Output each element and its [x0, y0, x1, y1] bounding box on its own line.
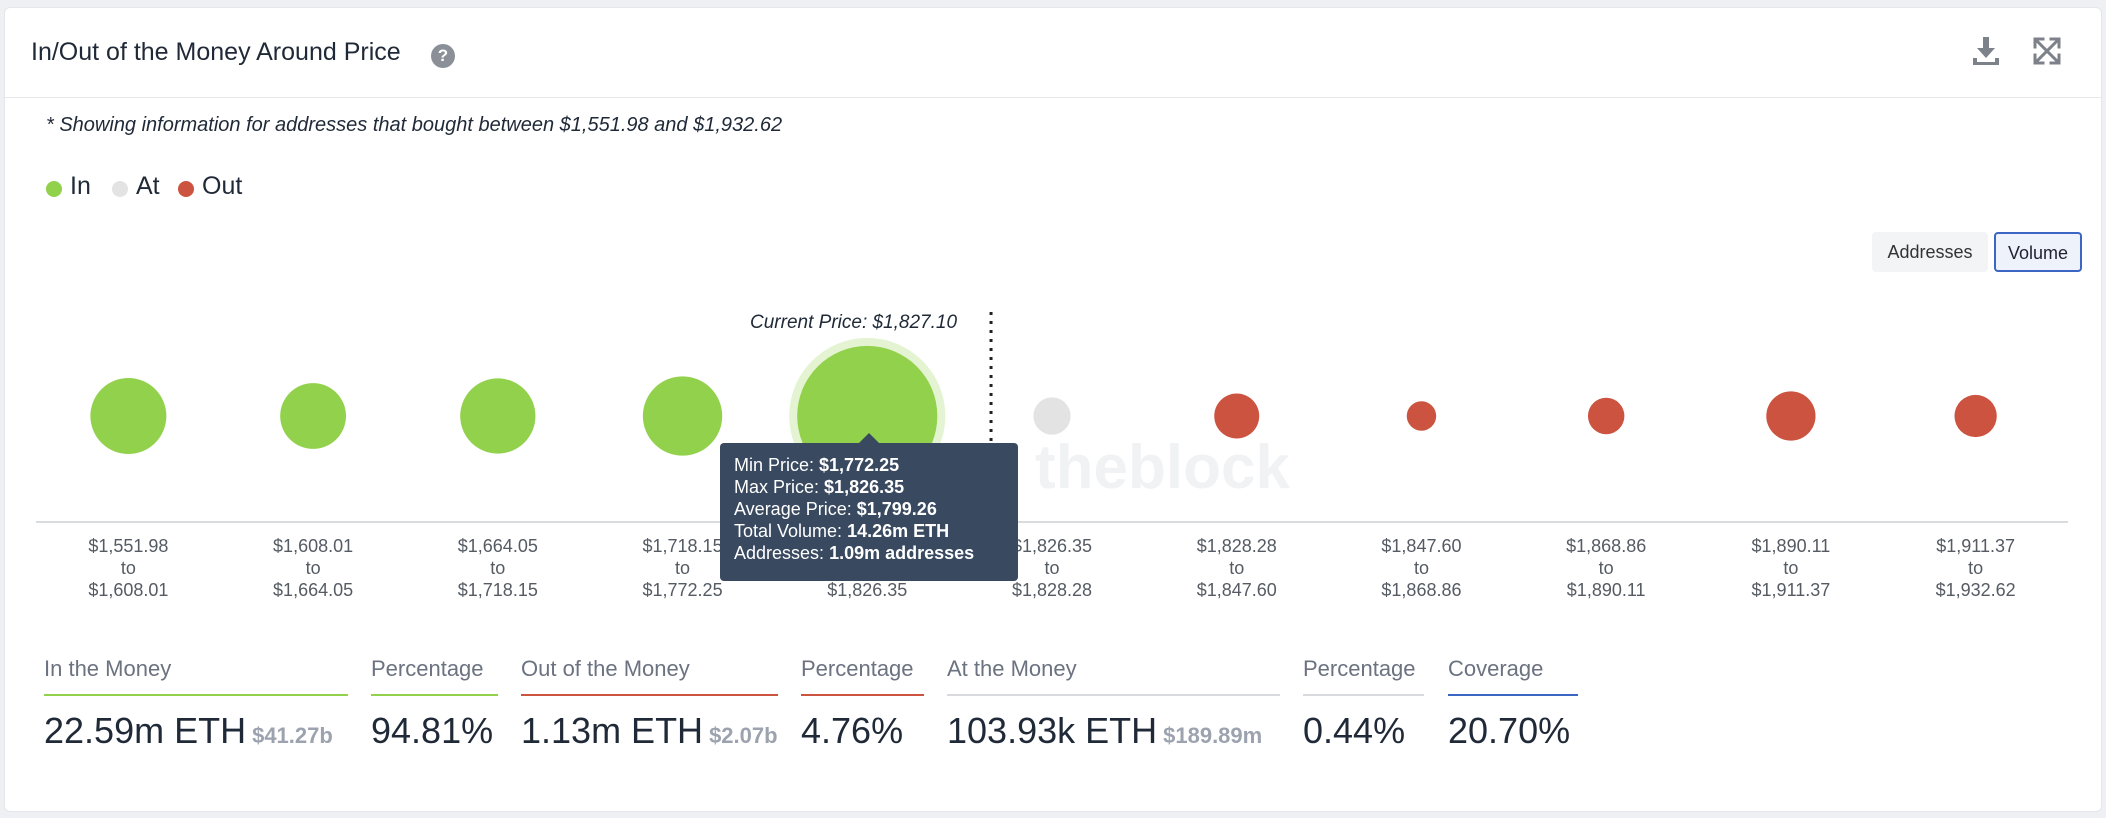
card-header: In/Out of the Money Around Price ?: [5, 8, 2101, 98]
stat-underline: [801, 694, 924, 696]
tick-label: to: [1044, 558, 1059, 578]
tick-label: to: [121, 558, 136, 578]
tick-label: $1,664.05: [273, 580, 353, 600]
tick-label: $1,718.15: [458, 580, 538, 600]
stat-underline: [1303, 694, 1424, 696]
stat-value: 0.44%: [1303, 710, 1406, 751]
tick-label: to: [1414, 558, 1429, 578]
legend-dot-in: [46, 181, 62, 197]
expand-icon[interactable]: [2031, 35, 2063, 67]
tooltip-total-volume: Total Volume: 14.26m ETH: [734, 521, 950, 541]
tick-label: $1,868.86: [1566, 536, 1646, 556]
tick-label: $1,608.01: [273, 536, 353, 556]
stat-label: Coverage: [1448, 656, 1544, 681]
legend-label-out: Out: [202, 172, 243, 200]
tick-label: $1,911.37: [1936, 536, 2015, 556]
tick-label: $1,932.62: [1936, 580, 2016, 600]
tick-label: $1,847.60: [1381, 536, 1461, 556]
stat-value: 103.93k ETH $189.89m: [947, 710, 1263, 751]
tooltip-max-price: Max Price: $1,826.35: [734, 477, 905, 497]
volume-toggle-button[interactable]: Volume: [1994, 232, 2082, 272]
bubble-in: [642, 376, 723, 456]
legend-label-at: At: [136, 172, 160, 200]
tick-label: to: [1229, 558, 1244, 578]
bubble-chart: theblock$1,551.98to$1,608.01$1,608.01to$…: [36, 312, 2068, 600]
addresses-toggle-button[interactable]: Addresses: [1872, 232, 1988, 272]
tick-label: $1,718.15: [643, 536, 723, 556]
bubble-out: [1954, 394, 1997, 438]
stat-label: Percentage: [1303, 656, 1416, 681]
tooltip-addresses: Addresses: 1.09m addresses: [734, 543, 975, 563]
stat-label: Percentage: [801, 656, 914, 681]
stat-underline: [521, 694, 778, 696]
legend-dot-at: [112, 181, 128, 197]
bubble-in: [90, 378, 167, 454]
watermark: theblock: [1035, 433, 1290, 502]
legend-label-in: In: [70, 172, 91, 200]
stat-label: Out of the Money: [521, 656, 690, 681]
tick-label: to: [306, 558, 321, 578]
tick-label: $1,826.35: [827, 580, 907, 600]
stat-underline: [371, 694, 498, 696]
stat-underline: [44, 694, 348, 696]
bubble-out: [1406, 401, 1437, 431]
stat-value: 22.59m ETH $41.27b: [44, 710, 333, 751]
stat-value: 94.81%: [371, 710, 494, 751]
stat-label: In the Money: [44, 656, 172, 681]
tick-label: $1,828.28: [1197, 536, 1277, 556]
tick-label: $1,890.11: [1567, 580, 1646, 600]
download-icon[interactable]: [1969, 34, 2003, 68]
stat-value: 20.70%: [1448, 710, 1571, 751]
tick-label: to: [1968, 558, 1983, 578]
bubble-tooltip: Min Price: $1,772.25 Max Price: $1,826.3…: [720, 443, 1018, 581]
bubble-out: [1214, 393, 1260, 439]
stat-label: At the Money: [947, 656, 1077, 681]
tick-label: $1,826.35: [1012, 536, 1092, 556]
stat-underline: [947, 694, 1280, 696]
tooltip-avg-price: Average Price: $1,799.26: [734, 499, 937, 519]
current-price-label: Current Price: $1,827.10: [750, 312, 957, 333]
bubble-at: [1033, 397, 1071, 435]
help-circle-icon[interactable]: ?: [431, 44, 455, 68]
tick-label: $1,911.37: [1752, 580, 1831, 600]
tick-label: to: [1783, 558, 1798, 578]
stat-label: Percentage: [371, 656, 484, 681]
tick-label: to: [490, 558, 505, 578]
chart-title: In/Out of the Money Around Price: [31, 38, 401, 66]
range-note: * Showing information for addresses that…: [46, 114, 783, 136]
tick-label: $1,551.98: [88, 536, 168, 556]
bubble-out: [1766, 391, 1816, 441]
tooltip-arrow: [858, 433, 880, 444]
bubble-out: [1587, 397, 1625, 435]
tick-label: $1,828.28: [1012, 580, 1092, 600]
tick-label: $1,868.86: [1381, 580, 1461, 600]
tick-label: $1,890.11: [1752, 536, 1831, 556]
bubble-in: [280, 383, 346, 449]
tick-label: $1,847.60: [1197, 580, 1277, 600]
bubble-in: [460, 378, 536, 454]
tick-label: $1,664.05: [458, 536, 538, 556]
tick-label: $1,608.01: [88, 580, 168, 600]
legend-dot-out: [178, 181, 194, 197]
stat-value: 1.13m ETH $2.07b: [521, 710, 778, 751]
tick-label: to: [1599, 558, 1614, 578]
stat-value: 4.76%: [801, 710, 904, 751]
tick-label: $1,772.25: [643, 580, 723, 600]
stat-underline: [1448, 694, 1578, 696]
tooltip-min-price: Min Price: $1,772.25: [734, 455, 900, 475]
tick-label: to: [675, 558, 690, 578]
